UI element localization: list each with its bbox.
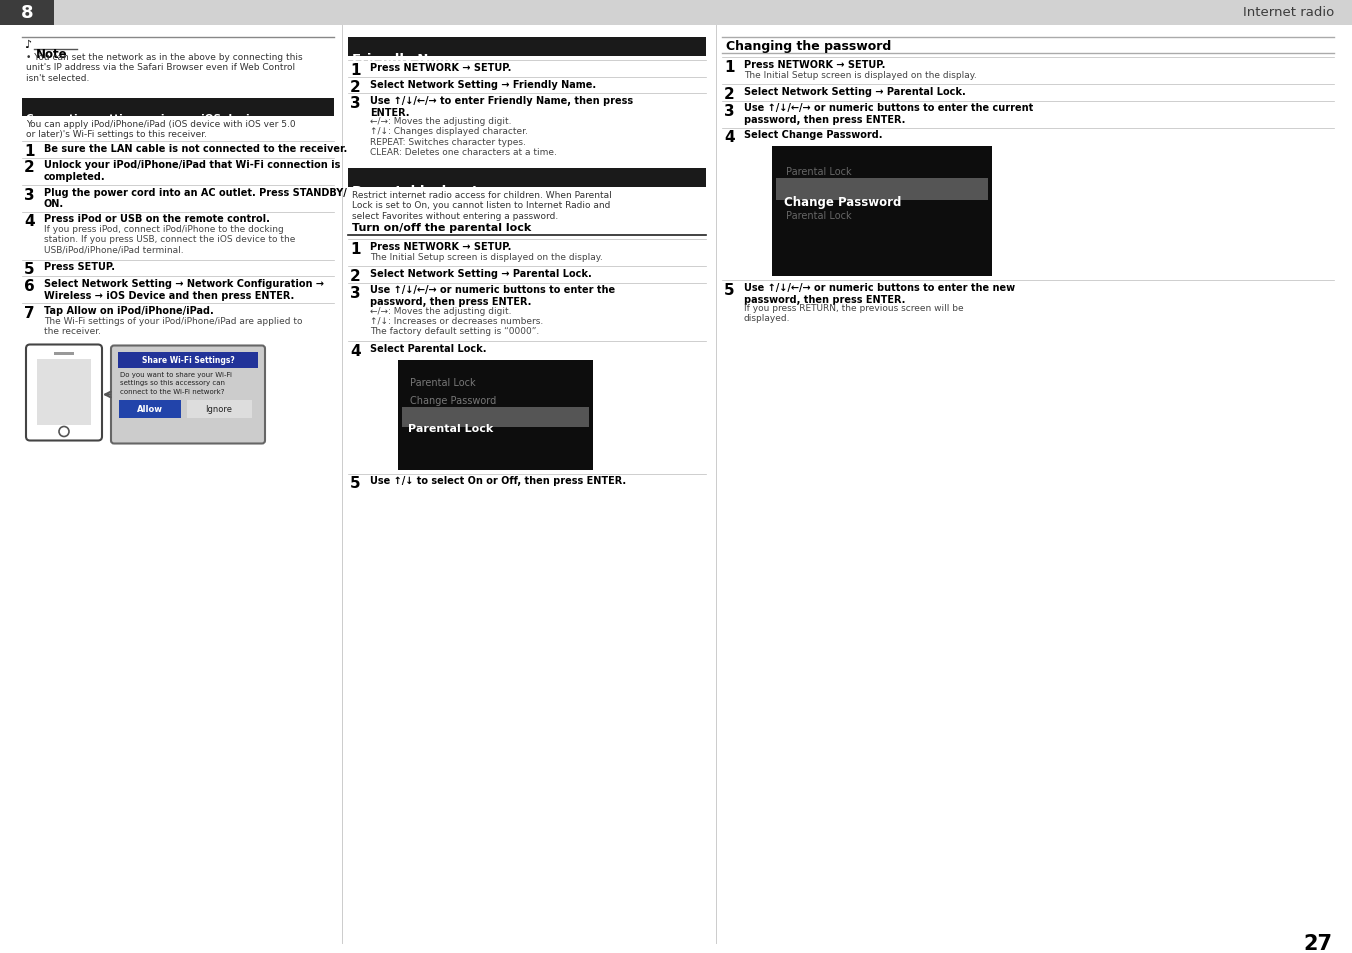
Text: 2: 2	[350, 269, 361, 284]
Bar	[119, 400, 181, 418]
Bar	[118, 352, 258, 368]
Text: Use ↑/↓/←/→ to enter Friendly Name, then press
ENTER.: Use ↑/↓/←/→ to enter Friendly Name, then…	[370, 96, 633, 117]
Text: You can apply iPod/iPhone/iPad (iOS device with iOS ver 5.0
or later)'s Wi-Fi se: You can apply iPod/iPhone/iPad (iOS devi…	[26, 120, 296, 139]
Text: 1: 1	[350, 63, 361, 78]
Text: 4: 4	[350, 344, 361, 358]
Text: ♪: ♪	[24, 40, 31, 50]
Text: Restrict internet radio access for children. When Parental
Lock is set to On, yo: Restrict internet radio access for child…	[352, 191, 611, 220]
Bar	[347, 38, 706, 40]
Text: Parental Lock: Parental Lock	[410, 378, 476, 388]
Text: 5: 5	[24, 262, 35, 277]
Text: 5: 5	[350, 476, 361, 491]
Bar	[0, 0, 1352, 26]
Text: Select Network Setting → Network Configuration →
Wireless → iOS Device and then : Select Network Setting → Network Configu…	[45, 278, 324, 300]
Text: 4: 4	[725, 131, 734, 146]
Text: Allow: Allow	[137, 405, 164, 414]
Text: 3: 3	[350, 285, 361, 300]
Text: If you press RETURN, the previous screen will be
displayed.: If you press RETURN, the previous screen…	[744, 304, 964, 323]
Text: Plug the power cord into an AC outlet. Press STANDBY/
ON.: Plug the power cord into an AC outlet. P…	[45, 188, 346, 209]
Bar	[347, 171, 706, 188]
Bar	[0, 0, 54, 26]
Bar	[402, 407, 589, 427]
Text: 8: 8	[20, 4, 34, 22]
Text: Press NETWORK → SETUP.: Press NETWORK → SETUP.	[370, 63, 511, 73]
Text: 1: 1	[24, 144, 35, 159]
Text: 4: 4	[24, 214, 35, 230]
Text: 7: 7	[24, 306, 35, 320]
Text: ←/→: Moves the adjusting digit.
↑/↓: Increases or decreases numbers.
The factory: ←/→: Moves the adjusting digit. ↑/↓: Inc…	[370, 306, 544, 336]
Bar	[54, 352, 74, 355]
Text: • You can set the network as in the above by connecting this
unit's IP address v: • You can set the network as in the abov…	[26, 53, 303, 83]
Text: 3: 3	[350, 96, 361, 111]
FancyBboxPatch shape	[26, 345, 101, 441]
Bar	[22, 101, 334, 117]
Text: Do you want to share your Wi-Fi: Do you want to share your Wi-Fi	[120, 372, 233, 378]
Text: Select Parental Lock.: Select Parental Lock.	[370, 344, 487, 354]
Text: Connection settings using an iOS device: Connection settings using an iOS device	[26, 113, 264, 124]
Text: Turn on/off the parental lock: Turn on/off the parental lock	[352, 223, 531, 233]
Bar	[772, 147, 992, 276]
Text: Use ↑/↓/←/→ or numeric buttons to enter the new
password, then press ENTER.: Use ↑/↓/←/→ or numeric buttons to enter …	[744, 283, 1015, 304]
Text: connect to the Wi-Fi network?: connect to the Wi-Fi network?	[120, 388, 224, 395]
Text: Internet radio: Internet radio	[1242, 7, 1334, 19]
Text: Use ↑/↓ to select On or Off, then press ENTER.: Use ↑/↓ to select On or Off, then press …	[370, 476, 626, 486]
FancyBboxPatch shape	[111, 346, 265, 444]
Bar	[397, 360, 594, 470]
Text: 2: 2	[24, 160, 35, 175]
Text: 6: 6	[24, 278, 35, 294]
Text: Be sure the LAN cable is not connected to the receiver.: Be sure the LAN cable is not connected t…	[45, 144, 347, 153]
Text: Use ↑/↓/←/→ or numeric buttons to enter the current
password, then press ENTER.: Use ↑/↓/←/→ or numeric buttons to enter …	[744, 103, 1033, 125]
Text: If you press iPod, connect iPod/iPhone to the docking
station. If you press USB,: If you press iPod, connect iPod/iPhone t…	[45, 225, 295, 254]
Text: Parental Lock: Parental Lock	[408, 423, 493, 433]
Text: Changing the password: Changing the password	[726, 40, 891, 53]
Text: 3: 3	[725, 103, 734, 118]
Text: Unlock your iPod/iPhone/iPad that Wi-Fi connection is
completed.: Unlock your iPod/iPhone/iPad that Wi-Fi …	[45, 160, 341, 182]
Bar	[347, 40, 706, 57]
Text: Change Password: Change Password	[784, 195, 902, 209]
Text: ←/→: Moves the adjusting digit.
↑/↓: Changes displayed character.
REPEAT: Switch: ←/→: Moves the adjusting digit. ↑/↓: Cha…	[370, 117, 557, 157]
Text: Select Network Setting → Friendly Name.: Select Network Setting → Friendly Name.	[370, 79, 596, 90]
Text: The Initial Setup screen is displayed on the display.: The Initial Setup screen is displayed on…	[370, 253, 603, 261]
Text: Press iPod or USB on the remote control.: Press iPod or USB on the remote control.	[45, 214, 270, 224]
Text: Friendly Name: Friendly Name	[352, 53, 460, 67]
Text: The Wi-Fi settings of your iPod/iPhone/iPad are applied to
the receiver.: The Wi-Fi settings of your iPod/iPhone/i…	[45, 316, 303, 335]
Text: Use ↑/↓/←/→ or numeric buttons to enter the
password, then press ENTER.: Use ↑/↓/←/→ or numeric buttons to enter …	[370, 285, 615, 307]
Text: Parental lock setup: Parental lock setup	[352, 184, 498, 197]
Text: Tap Allow on iPod/iPhone/iPad.: Tap Allow on iPod/iPhone/iPad.	[45, 306, 214, 315]
Bar	[187, 400, 251, 418]
Text: 5: 5	[725, 283, 734, 297]
Text: 2: 2	[725, 87, 734, 102]
Text: Select Change Password.: Select Change Password.	[744, 131, 883, 140]
Text: Press NETWORK → SETUP.: Press NETWORK → SETUP.	[744, 60, 886, 70]
Text: Press SETUP.: Press SETUP.	[45, 262, 115, 273]
Text: Select Network Setting → Parental Lock.: Select Network Setting → Parental Lock.	[370, 269, 592, 278]
Bar	[37, 359, 91, 425]
Text: 27: 27	[1303, 933, 1332, 953]
Text: Ignore: Ignore	[206, 405, 233, 414]
Text: Share Wi-Fi Settings?: Share Wi-Fi Settings?	[142, 355, 234, 365]
Text: Note: Note	[37, 48, 68, 61]
Bar	[776, 179, 988, 201]
Text: 1: 1	[350, 242, 361, 256]
Bar	[347, 169, 706, 171]
Text: Parental Lock: Parental Lock	[786, 167, 852, 177]
Text: Select Network Setting → Parental Lock.: Select Network Setting → Parental Lock.	[744, 87, 965, 97]
Text: settings so this accessory can: settings so this accessory can	[120, 380, 224, 386]
Text: 2: 2	[350, 79, 361, 94]
Text: Parental Lock: Parental Lock	[786, 211, 852, 221]
Text: 3: 3	[24, 188, 35, 202]
Text: Press NETWORK → SETUP.: Press NETWORK → SETUP.	[370, 242, 511, 252]
Bar	[22, 99, 334, 101]
Text: The Initial Setup screen is displayed on the display.: The Initial Setup screen is displayed on…	[744, 71, 976, 79]
Text: Change Password: Change Password	[410, 396, 496, 406]
Text: 1: 1	[725, 60, 734, 75]
